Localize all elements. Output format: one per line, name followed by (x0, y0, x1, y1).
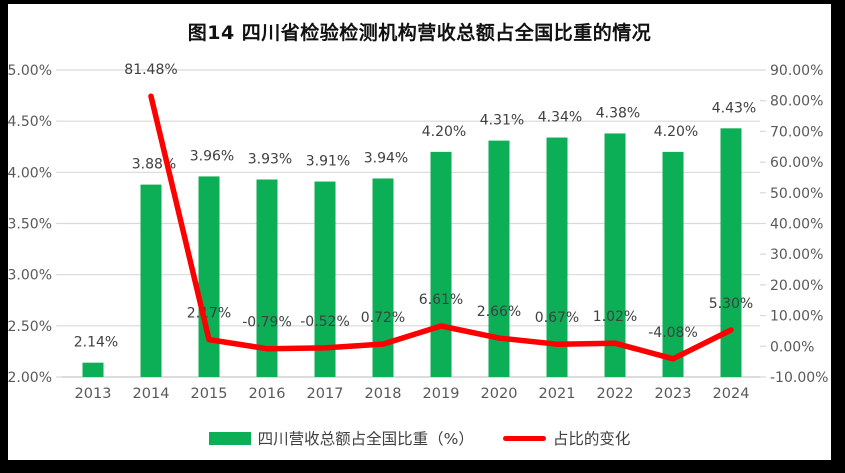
chart-canvas: 图14 四川省检验检测机构营收总额占全国比重的情况 5.00% 4.50% 4.00… (8, 4, 831, 460)
x-axis-year-label: 2020 (481, 386, 518, 402)
right-axis-tick-label: 0.00% (770, 339, 814, 355)
bar-2013 (82, 362, 104, 377)
left-axis-tick-label: 2.50% (8, 319, 52, 335)
x-axis-year-label: 2024 (713, 386, 750, 402)
bar-data-label: 3.91% (306, 154, 350, 170)
chart-title: 图14 四川省检验检测机构营收总额占全国比重的情况 (187, 22, 652, 44)
bar-series-swatch-icon (208, 431, 251, 445)
bar-data-label: 4.20% (654, 124, 698, 140)
bar-data-label: 4.20% (422, 124, 466, 140)
left-axis-tick-label: 3.50% (8, 217, 52, 233)
right-axis-tick-label: 50.00% (770, 186, 823, 202)
x-axis-year-label: 2016 (249, 386, 286, 402)
bar-2022 (604, 133, 626, 377)
line-data-label: 2.66% (477, 304, 521, 320)
bar-2019 (430, 151, 452, 377)
bar-2016 (256, 179, 278, 377)
change-rate-line (148, 93, 734, 362)
bar-data-label: 4.34% (538, 110, 582, 126)
right-axis-tick-label: 30.00% (770, 247, 823, 263)
bar-2021 (546, 137, 568, 377)
line-series-legend-label: 占比的变化 (552, 430, 631, 448)
right-axis-tick-label: 20.00% (770, 278, 823, 294)
x-axis-year-label: 2023 (655, 386, 692, 402)
left-axis-tick-label: 5.00% (8, 63, 52, 79)
bar-2018 (372, 178, 394, 377)
bar-data-label: 4.31% (480, 113, 524, 129)
x-axis-year-label: 2019 (423, 386, 460, 402)
line-data-label: 2.17% (187, 306, 231, 322)
line-data-label: 1.02% (593, 309, 637, 325)
bar-2024 (720, 128, 742, 377)
bar-2014 (140, 184, 162, 377)
left-axis-tick-label: 4.50% (8, 114, 52, 130)
right-axis-tick-label: 90.00% (770, 63, 823, 79)
line-series-swatch-icon (502, 435, 546, 441)
bar-2015 (198, 176, 220, 377)
bar-data-label: 3.96% (190, 148, 234, 164)
right-axis-tick-label: 40.00% (770, 217, 823, 233)
line-data-label: 0.67% (535, 310, 579, 326)
left-axis-tick-label: 2.00% (8, 370, 52, 386)
bar-data-label: 2.14% (74, 335, 118, 351)
right-axis-tick-label: 60.00% (770, 155, 823, 171)
bar-data-label: 3.93% (248, 151, 292, 167)
combo-chart: 5.00% 4.50% 4.00% 3.50% 3.00% 2.50% 2.00% 90.00… (8, 62, 828, 402)
x-axis-year-label: 2013 (75, 386, 112, 402)
bar-2017 (314, 181, 336, 377)
x-axis-year-label: 2021 (539, 386, 576, 402)
right-axis-tick-label: 70.00% (770, 124, 823, 140)
chart-legend: 四川营收总额占全国比重（%） 占比的变化 (8, 427, 831, 449)
right-axis-tick-label: 10.00% (770, 309, 823, 325)
left-axis-tick-label: 4.00% (8, 165, 52, 181)
x-axis-year-label: 2015 (191, 386, 228, 402)
line-data-label: 5.30% (709, 296, 753, 312)
right-axis-tick-label: -10.00% (770, 370, 828, 386)
bar-data-label: 4.38% (596, 105, 640, 121)
line-data-label: 0.72% (361, 310, 405, 326)
bar-data-label: 3.94% (364, 150, 408, 166)
x-axis-year-label: 2014 (133, 386, 170, 402)
line-data-label: -0.52% (300, 314, 350, 330)
left-axis-tick-label: 3.00% (8, 268, 52, 284)
bar-series-legend-label: 四川营收总额占全国比重（%） (257, 430, 474, 448)
x-axis-year-label: 2017 (307, 386, 344, 402)
line-data-label: 6.61% (419, 292, 463, 308)
bar-2020 (488, 140, 510, 377)
bar-data-label: 4.43% (712, 100, 756, 116)
line-data-label: -0.79% (242, 315, 292, 331)
bar-2023 (662, 151, 684, 377)
line-data-label: -4.08% (648, 325, 698, 341)
right-axis-tick-label: 80.00% (770, 94, 823, 110)
x-axis-year-label: 2018 (365, 386, 402, 402)
legend-item-line-series: 占比的变化 (502, 427, 631, 449)
x-axis-year-label: 2022 (597, 386, 634, 402)
legend-item-bar-series: 四川营收总额占全国比重（%） (208, 427, 474, 449)
line-data-label: 81.48% (124, 62, 177, 78)
